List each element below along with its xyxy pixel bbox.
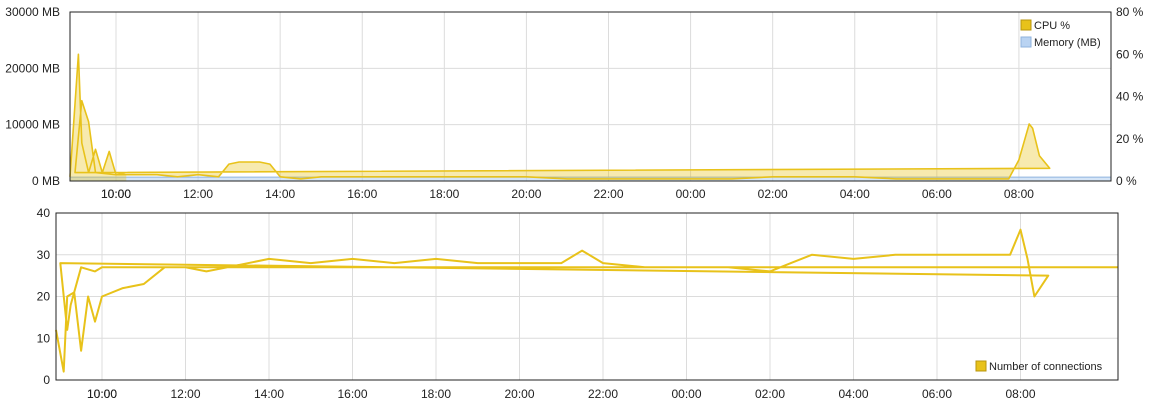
connections-y-tick-label: 10 (37, 331, 51, 345)
top-x-tick-label: 16:00 (347, 187, 377, 201)
memory-y-axis: 0 MB 10000 MB 20000 MB 30000 MB (5, 5, 60, 188)
bottom-x-tick-label: 10:00 (87, 387, 117, 401)
cpu-y-tick-label: 60 % (1116, 47, 1144, 61)
memory-y-tick-label: 0 MB (32, 174, 60, 188)
top-x-tick-label: 04:00 (840, 187, 870, 201)
bottom-x-tick-label: 10:00 (87, 387, 117, 401)
cpu-y-axis: 0 % 20 % 40 % 60 % 80 % (1116, 5, 1144, 188)
cpu-memory-legend: CPU % Memory (MB) (1020, 19, 1101, 49)
cpu-y-tick-label: 80 % (1116, 5, 1144, 19)
cpu-series-line (69, 53, 1051, 180)
connections-series (55, 228, 1118, 373)
connections-y-tick-label: 0 (43, 373, 50, 387)
cpu-memory-frame (69, 11, 1112, 182)
legend-memory-swatch[interactable] (1020, 36, 1032, 48)
cpu-y-tick-label: 20 % (1116, 132, 1144, 146)
top-x-tick-label: 18:00 (429, 187, 459, 201)
bottom-x-tick-label: 02:00 (755, 387, 785, 401)
bottom-x-tick-label: 22:00 (588, 387, 618, 401)
connections-y-tick-label: 20 (37, 290, 51, 304)
connections-chart: 10:00 12:00 14:00 16:00 18:00 20:00 22:00 00:00… (37, 206, 1119, 401)
top-x-tick-label: 14:00 (265, 187, 295, 201)
bottom-x-tick-label: 16:00 (337, 387, 367, 401)
bottom-x-tick-label: 20:00 (504, 387, 534, 401)
memory-y-tick-label: 10000 MB (5, 118, 60, 132)
connections-y-tick-label: 40 (37, 206, 51, 220)
top-x-tick-label: 12:00 (183, 187, 213, 201)
bottom-x-tick-label: 06:00 (922, 387, 952, 401)
cpu-y-tick-label: 40 % (1116, 90, 1144, 104)
cpu-memory-chart: 10:00 12:00 14:00 16:00 18:00 20:00 22:00 00:00… (5, 5, 1143, 201)
top-x-tick-label: 08:00 (1004, 187, 1034, 201)
memory-y-tick-label: 30000 MB (5, 5, 60, 19)
connections-y-tick-label: 30 (37, 248, 51, 262)
connections-x-axis: 10:00 12:00 14:00 16:00 18:00 20:00 22:00 00:00… (87, 387, 1036, 401)
cpu-memory-x-axis: 10:00 12:00 14:00 16:00 18:00 20:00 22:00 00:00… (101, 187, 1034, 201)
bottom-x-tick-label: 00:00 (671, 387, 701, 401)
top-x-tick-label: 10:00 (101, 187, 131, 201)
top-x-tick-label: 10:00 (101, 187, 131, 201)
top-x-tick-label: 06:00 (922, 187, 952, 201)
connections-frame (55, 212, 1119, 381)
connections-y-axis: 0 10 20 30 40 (37, 206, 51, 387)
legend-connections-label[interactable]: Number of connections (989, 361, 1103, 373)
top-x-tick-label: 00:00 (676, 187, 706, 201)
bottom-x-tick-label: 18:00 (421, 387, 451, 401)
memory-y-tick-label: 20000 MB (5, 61, 60, 75)
top-x-tick-label: 22:00 (593, 187, 623, 201)
legend-memory-label[interactable]: Memory (MB) (1034, 37, 1101, 49)
cpu-memory-plot-area (70, 12, 1111, 181)
bottom-x-tick-label: 08:00 (1005, 387, 1035, 401)
legend-cpu-label[interactable]: CPU % (1034, 20, 1070, 32)
top-x-tick-label: 20:00 (511, 187, 541, 201)
bottom-x-tick-label: 04:00 (838, 387, 868, 401)
connections-series-line (55, 228, 1118, 373)
top-x-tick-label: 02:00 (758, 187, 788, 201)
bottom-x-tick-label: 14:00 (254, 387, 284, 401)
connections-legend: Number of connections (975, 360, 1103, 373)
bottom-x-tick-label: 12:00 (170, 387, 200, 401)
cpu-y-tick-label: 0 % (1116, 174, 1137, 188)
legend-cpu-swatch[interactable] (1020, 19, 1032, 31)
legend-connections-swatch[interactable] (975, 360, 987, 372)
